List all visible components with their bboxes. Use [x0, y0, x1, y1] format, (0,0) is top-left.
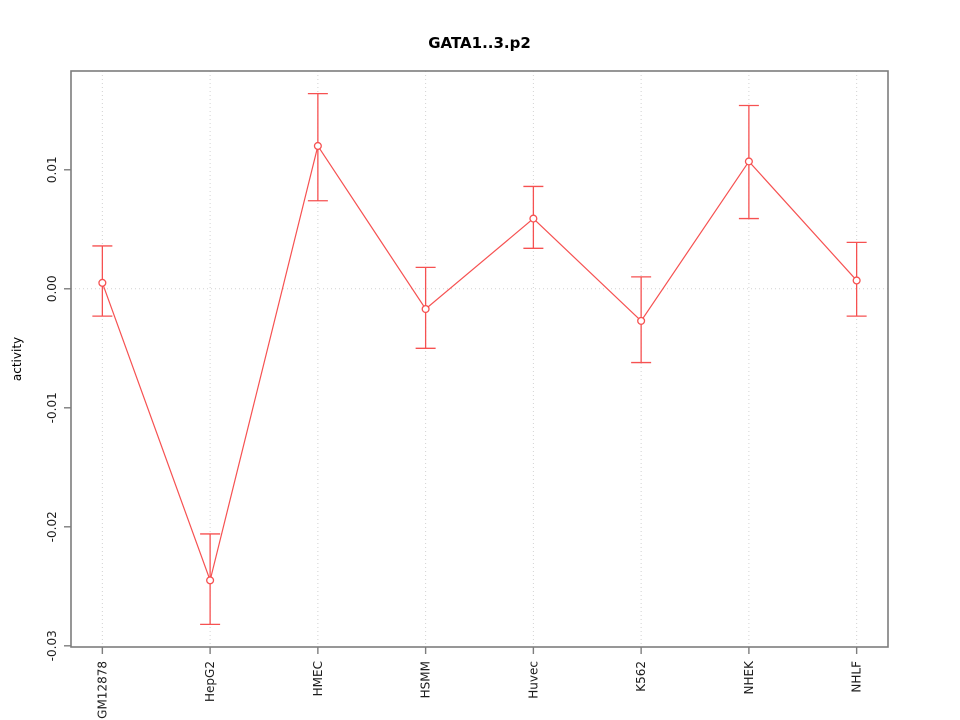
- y-tick-label: -0.01: [45, 392, 59, 423]
- series-line-with-error-bars: [92, 92, 867, 626]
- chart-title: GATA1..3.p2: [428, 34, 531, 52]
- data-point: [852, 276, 861, 285]
- data-point: [313, 141, 322, 151]
- y-axis-label: activity: [10, 337, 24, 381]
- x-tick-label: K562: [634, 661, 648, 692]
- y-tick-label: 0.01: [45, 156, 59, 183]
- x-tick-label: NHEK: [742, 660, 756, 695]
- data-point: [529, 214, 538, 223]
- x-tick-label: HMEC: [311, 661, 325, 696]
- plot-box: [70, 70, 889, 648]
- data-point: [98, 278, 107, 287]
- data-point: [206, 576, 215, 585]
- axes: GM12878 HepG2 HMEC HSMM Huvec K562 NHEK NHLF -0.…: [45, 70, 889, 719]
- x-tick-label: GM12878: [95, 661, 109, 719]
- y-tick-label: -0.02: [45, 511, 59, 542]
- y-tick-label: 0.00: [45, 275, 59, 302]
- x-tick-label: HSMM: [419, 661, 433, 698]
- data-point: [637, 316, 646, 325]
- data-point: [744, 157, 753, 166]
- x-tick-label: NHLF: [850, 661, 864, 693]
- gridlines: [71, 71, 888, 647]
- x-tick-label: Huvec: [526, 661, 540, 699]
- data-point: [421, 304, 430, 314]
- series-line: [101, 144, 858, 583]
- y-tick-label: -0.03: [45, 630, 59, 661]
- x-tick-label: HepG2: [203, 661, 217, 702]
